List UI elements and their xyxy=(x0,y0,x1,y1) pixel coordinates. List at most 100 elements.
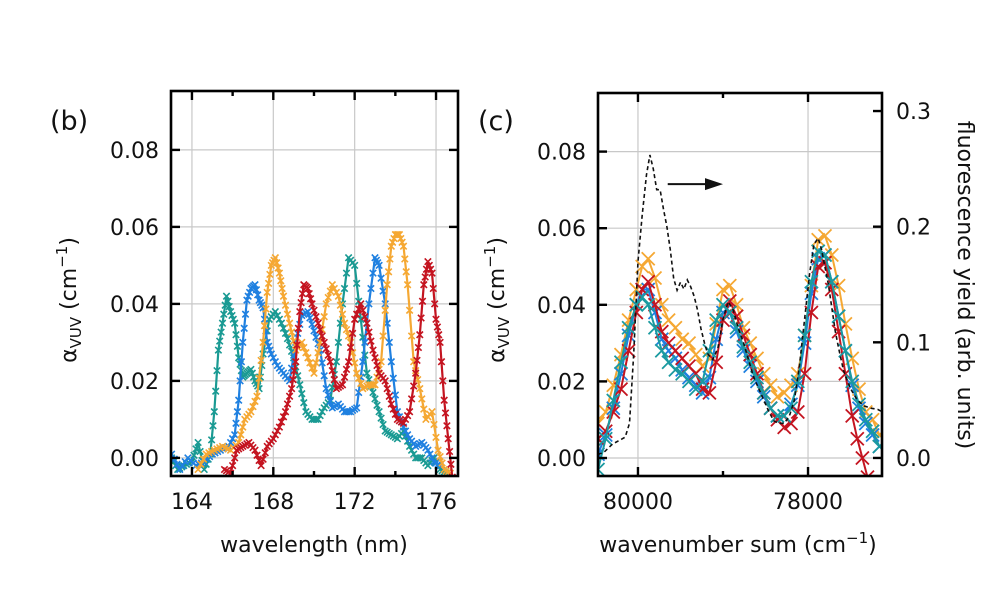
panel-c: 80000 78000 0.00 0.02 0.04 0.06 0.08 0.0 0.1 0.2 0… xyxy=(478,91,977,558)
data-point-orange xyxy=(263,288,271,297)
data-point-red xyxy=(729,309,744,324)
data-point-orange xyxy=(199,455,208,463)
x-tick-label: 176 xyxy=(415,490,457,515)
data-point-teal xyxy=(369,388,377,397)
data-point-red xyxy=(365,328,373,336)
data-point-red xyxy=(418,297,427,306)
x-tick-label: 80000 xyxy=(603,490,673,515)
data-point-orange xyxy=(239,423,247,431)
data-point-orange xyxy=(430,420,438,429)
y-tick-label: 0.04 xyxy=(537,294,586,319)
data-point-red xyxy=(322,345,330,353)
data-point-red xyxy=(414,343,423,352)
data-point-teal xyxy=(635,289,650,305)
data-point-orange xyxy=(249,402,257,411)
data-point-teal xyxy=(190,451,198,460)
data-point-teal xyxy=(668,362,683,378)
data-point-orange xyxy=(266,270,274,279)
data-point-teal xyxy=(214,346,223,354)
data-point-teal xyxy=(350,261,359,270)
data-point-blue xyxy=(377,274,385,282)
data-point-blue xyxy=(389,374,398,383)
data-point-orange xyxy=(770,389,785,404)
data-point-teal xyxy=(316,411,324,420)
panel-b: 164 168 172 176 0.00 0.02 0.04 0.06 0.08 (b) wav… xyxy=(50,89,460,558)
data-point-teal xyxy=(709,312,724,328)
data-point-teal xyxy=(865,424,880,439)
data-point-blue xyxy=(324,391,332,399)
arrow-head-icon xyxy=(704,178,723,191)
y-axis-label-unit: (cm xyxy=(485,268,510,317)
data-point-orange xyxy=(402,268,410,276)
panel-label-b: (b) xyxy=(50,106,88,137)
data-point-blue xyxy=(365,300,373,308)
data-point-red xyxy=(641,274,656,289)
data-point-red xyxy=(777,420,792,435)
data-point-red xyxy=(271,431,280,439)
data-point-teal xyxy=(298,389,306,398)
data-point-red xyxy=(647,297,663,312)
y-tick-label: 0.00 xyxy=(537,447,586,472)
data-point-red xyxy=(305,289,313,298)
data-point-blue xyxy=(318,359,326,367)
data-point-orange xyxy=(681,335,697,351)
data-point-teal xyxy=(416,454,424,462)
data-point-orange xyxy=(436,452,444,461)
y-axis-label: αVUV (cm−1) xyxy=(481,237,513,363)
plot-frame xyxy=(596,91,884,478)
data-point-blue xyxy=(308,320,316,329)
data-point-teal xyxy=(722,305,737,320)
data-point-orange xyxy=(354,374,363,383)
data-point-orange xyxy=(287,328,296,336)
data-point-teal xyxy=(375,407,383,416)
data-point-red xyxy=(324,351,332,359)
data-point-red xyxy=(273,427,282,435)
data-point-red xyxy=(444,434,452,443)
data-point-orange xyxy=(272,259,281,267)
data-point-red xyxy=(860,469,875,476)
data-point-blue xyxy=(234,396,243,404)
data-point-red xyxy=(434,330,443,339)
data-point-blue xyxy=(369,269,377,277)
data-point-red xyxy=(790,404,805,420)
data-point-blue xyxy=(267,350,276,358)
data-point-red xyxy=(352,310,361,318)
data-point-red xyxy=(383,384,391,393)
data-point-orange xyxy=(278,284,286,293)
data-point-teal xyxy=(647,320,663,335)
data-point-red xyxy=(850,431,865,446)
data-point-orange xyxy=(386,255,394,263)
data-point-teal xyxy=(405,442,414,451)
data-point-red xyxy=(447,460,455,469)
x-axis-label-main: wavenumber sum (cm xyxy=(599,533,846,558)
data-point-red xyxy=(413,356,421,365)
data-point-teal xyxy=(207,436,216,444)
data-point-red xyxy=(359,306,367,315)
data-point-orange xyxy=(277,277,285,285)
data-point-red xyxy=(350,315,359,324)
data-point-orange xyxy=(262,305,270,313)
data-point-teal xyxy=(641,297,656,312)
y-axis-label-sub: VUV xyxy=(67,316,85,348)
data-point-blue xyxy=(233,407,242,416)
data-point-orange xyxy=(326,287,335,295)
data-point-teal xyxy=(277,319,286,327)
data-point-orange xyxy=(438,459,446,467)
data-point-blue xyxy=(695,385,710,401)
data-point-red xyxy=(441,409,450,417)
data-point-red xyxy=(416,330,424,339)
y-tick-label: 0.02 xyxy=(110,370,159,395)
data-point-orange xyxy=(352,369,361,377)
y-axis-label-exp: −1 xyxy=(481,246,499,268)
data-point-red xyxy=(318,332,326,340)
data-point-teal xyxy=(196,447,204,456)
data-point-orange xyxy=(432,433,440,442)
data-point-blue xyxy=(228,434,237,443)
data-point-red xyxy=(430,300,439,308)
x-tick-label: 164 xyxy=(171,490,213,515)
data-point-teal xyxy=(851,397,867,412)
data-point-blue xyxy=(391,391,400,399)
y-axis-label-main: α xyxy=(485,348,510,363)
data-point-orange xyxy=(260,321,269,330)
